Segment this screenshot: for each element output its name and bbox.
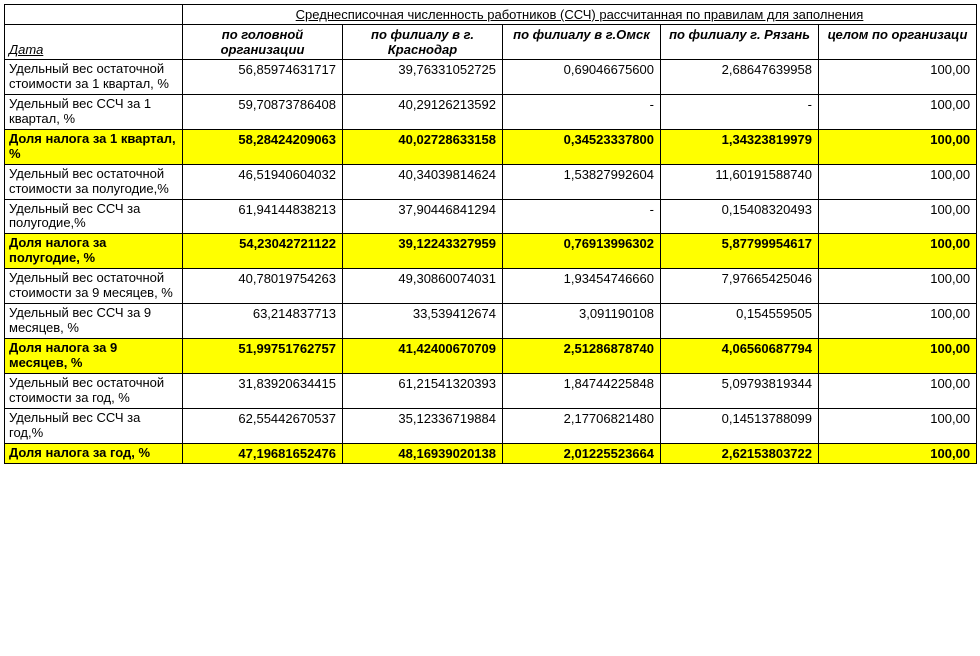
cell-value: 58,28424209063 bbox=[183, 129, 343, 164]
row-label: Удельный вес ССЧ за год,% bbox=[5, 408, 183, 443]
row-label: Доля налога за 9 месяцев, % bbox=[5, 339, 183, 374]
cell-value: 31,83920634415 bbox=[183, 373, 343, 408]
cell-value: 100,00 bbox=[819, 269, 977, 304]
cell-value: 61,94144838213 bbox=[183, 199, 343, 234]
cell-value: 1,93454746660 bbox=[503, 269, 661, 304]
table-row: Доля налога за 1 квартал, %58,2842420906… bbox=[5, 129, 977, 164]
cell-value: 11,60191588740 bbox=[661, 164, 819, 199]
cell-value: 54,23042721122 bbox=[183, 234, 343, 269]
cell-value: 2,68647639958 bbox=[661, 60, 819, 95]
cell-value: 100,00 bbox=[819, 129, 977, 164]
cell-value: 40,02728633158 bbox=[343, 129, 503, 164]
cell-value: 40,29126213592 bbox=[343, 94, 503, 129]
table-row: Удельный вес ССЧ за полугодие,%61,941448… bbox=[5, 199, 977, 234]
cell-value: 100,00 bbox=[819, 164, 977, 199]
table-row: Удельный вес остаточной стоимости за год… bbox=[5, 373, 977, 408]
cell-value: 37,90446841294 bbox=[343, 199, 503, 234]
row-label: Доля налога за 1 квартал, % bbox=[5, 129, 183, 164]
cell-value: 59,70873786408 bbox=[183, 94, 343, 129]
cell-value: 0,154559505 bbox=[661, 304, 819, 339]
table-row: Удельный вес остаточной стоимости за 9 м… bbox=[5, 269, 977, 304]
date-label: Дата bbox=[5, 25, 183, 60]
cell-value: 40,34039814624 bbox=[343, 164, 503, 199]
cell-value: 63,214837713 bbox=[183, 304, 343, 339]
col-header-2: по филиалу в г.Омск bbox=[503, 25, 661, 60]
cell-value: 0,34523337800 bbox=[503, 129, 661, 164]
cell-value: 2,17706821480 bbox=[503, 408, 661, 443]
cell-value: 2,01225523664 bbox=[503, 443, 661, 463]
cell-value: 0,14513788099 bbox=[661, 408, 819, 443]
row-label: Доля налога за год, % bbox=[5, 443, 183, 463]
cell-value: 40,78019754263 bbox=[183, 269, 343, 304]
header-row-2: Дата по головной организации по филиалу … bbox=[5, 25, 977, 60]
cell-value: 61,21541320393 bbox=[343, 373, 503, 408]
cell-value: 3,091190108 bbox=[503, 304, 661, 339]
table-row: Удельный вес ССЧ за 1 квартал, %59,70873… bbox=[5, 94, 977, 129]
cell-value: 100,00 bbox=[819, 339, 977, 374]
cell-value: 100,00 bbox=[819, 199, 977, 234]
table-row: Удельный вес ССЧ за год,%62,554426705373… bbox=[5, 408, 977, 443]
cell-value: 5,87799954617 bbox=[661, 234, 819, 269]
cell-value: 47,19681652476 bbox=[183, 443, 343, 463]
cell-value: 2,51286878740 bbox=[503, 339, 661, 374]
cell-value: - bbox=[503, 199, 661, 234]
cell-value: 5,09793819344 bbox=[661, 373, 819, 408]
row-label: Удельный вес остаточной стоимости за год… bbox=[5, 373, 183, 408]
cell-value: 62,55442670537 bbox=[183, 408, 343, 443]
corner-blank bbox=[5, 5, 183, 25]
cell-value: 100,00 bbox=[819, 408, 977, 443]
cell-value: 100,00 bbox=[819, 234, 977, 269]
cell-value: 39,12243327959 bbox=[343, 234, 503, 269]
row-label: Удельный вес ССЧ за полугодие,% bbox=[5, 199, 183, 234]
cell-value: 7,97665425046 bbox=[661, 269, 819, 304]
row-label: Доля налога за полугодие, % bbox=[5, 234, 183, 269]
row-label: Удельный вес остаточной стоимости за пол… bbox=[5, 164, 183, 199]
col-header-4: целом по организаци bbox=[819, 25, 977, 60]
cell-value: 48,16939020138 bbox=[343, 443, 503, 463]
table-row: Удельный вес остаточной стоимости за пол… bbox=[5, 164, 977, 199]
table-row: Доля налога за год, %47,1968165247648,16… bbox=[5, 443, 977, 463]
row-label: Удельный вес ССЧ за 9 месяцев, % bbox=[5, 304, 183, 339]
col-header-1: по филиалу в г. Краснодар bbox=[343, 25, 503, 60]
cell-value: 0,69046675600 bbox=[503, 60, 661, 95]
cell-value: 39,76331052725 bbox=[343, 60, 503, 95]
table-row: Доля налога за 9 месяцев, %51,9975176275… bbox=[5, 339, 977, 374]
cell-value: 1,34323819979 bbox=[661, 129, 819, 164]
cell-value: 100,00 bbox=[819, 443, 977, 463]
cell-value: 100,00 bbox=[819, 60, 977, 95]
header-row-1: Среднесписочная численность работников (… bbox=[5, 5, 977, 25]
cell-value: 4,06560687794 bbox=[661, 339, 819, 374]
col-header-3: по филиалу г. Рязань bbox=[661, 25, 819, 60]
cell-value: 46,51940604032 bbox=[183, 164, 343, 199]
cell-value: - bbox=[661, 94, 819, 129]
table-row: Удельный вес ССЧ за 9 месяцев, %63,21483… bbox=[5, 304, 977, 339]
data-table: Среднесписочная численность работников (… bbox=[4, 4, 977, 464]
row-label: Удельный вес остаточной стоимости за 1 к… bbox=[5, 60, 183, 95]
table-row: Удельный вес остаточной стоимости за 1 к… bbox=[5, 60, 977, 95]
cell-value: 100,00 bbox=[819, 94, 977, 129]
cell-value: 35,12336719884 bbox=[343, 408, 503, 443]
cell-value: 1,53827992604 bbox=[503, 164, 661, 199]
cell-value: 1,84744225848 bbox=[503, 373, 661, 408]
cell-value: 100,00 bbox=[819, 373, 977, 408]
cell-value: - bbox=[503, 94, 661, 129]
cell-value: 100,00 bbox=[819, 304, 977, 339]
cell-value: 49,30860074031 bbox=[343, 269, 503, 304]
row-label: Удельный вес ССЧ за 1 квартал, % bbox=[5, 94, 183, 129]
cell-value: 33,539412674 bbox=[343, 304, 503, 339]
cell-value: 0,76913996302 bbox=[503, 234, 661, 269]
cell-value: 51,99751762757 bbox=[183, 339, 343, 374]
cell-value: 56,85974631717 bbox=[183, 60, 343, 95]
col-header-0: по головной организации bbox=[183, 25, 343, 60]
cell-value: 41,42400670709 bbox=[343, 339, 503, 374]
header-title: Среднесписочная численность работников (… bbox=[183, 5, 977, 25]
cell-value: 2,62153803722 bbox=[661, 443, 819, 463]
table-row: Доля налога за полугодие, %54,2304272112… bbox=[5, 234, 977, 269]
row-label: Удельный вес остаточной стоимости за 9 м… bbox=[5, 269, 183, 304]
cell-value: 0,15408320493 bbox=[661, 199, 819, 234]
